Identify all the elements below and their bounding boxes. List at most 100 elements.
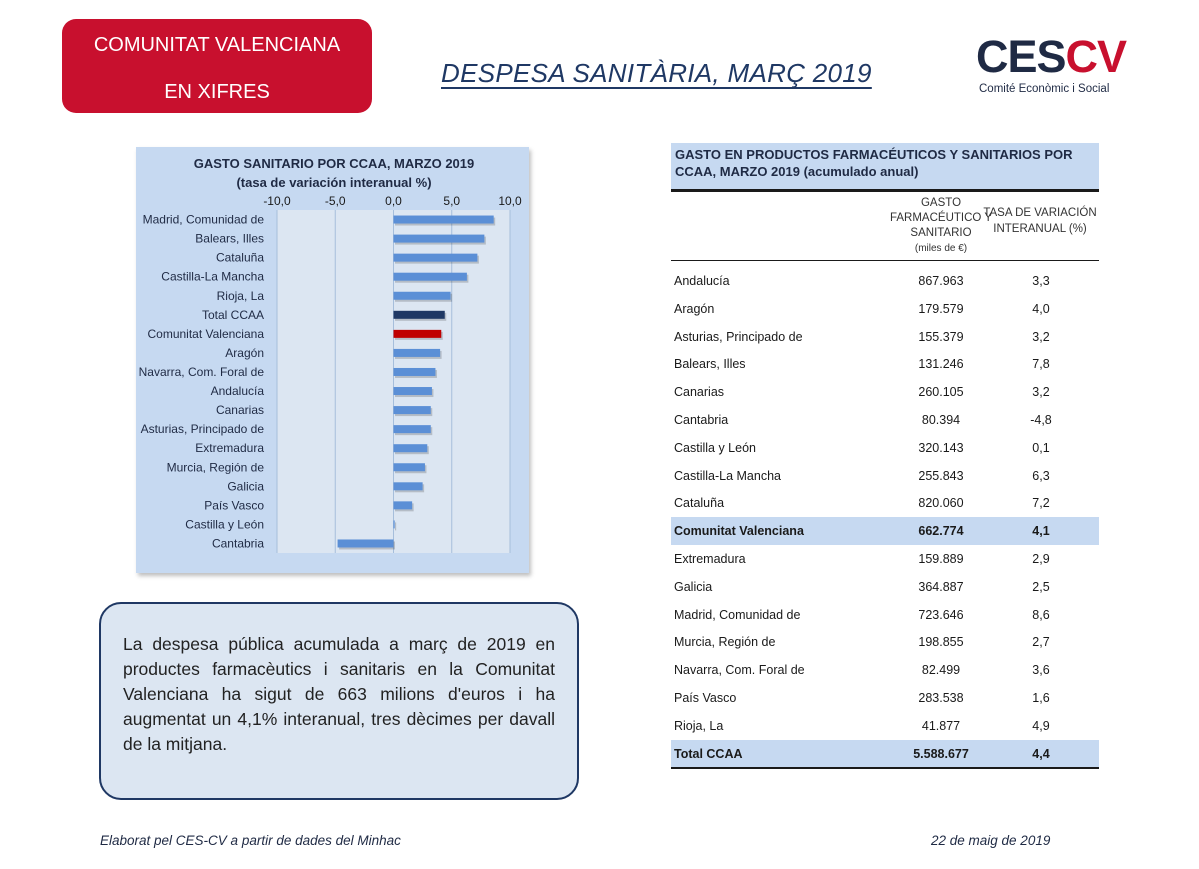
row-tasa: 2,9 bbox=[1032, 551, 1050, 566]
summary-box: La despesa pública acumulada a març de 2… bbox=[99, 602, 579, 800]
row-tasa: 3,3 bbox=[1032, 274, 1050, 288]
row-tasa: 3,2 bbox=[1032, 385, 1050, 400]
row-tasa: 4,0 bbox=[1032, 301, 1050, 316]
bar-4 bbox=[393, 291, 451, 300]
category-label: Canarias bbox=[216, 403, 264, 417]
row-gasto: 82.499 bbox=[921, 663, 961, 678]
bar-chart-panel: GASTO SANITARIO POR CCAA, MARZO 2019 (tas… bbox=[136, 147, 529, 573]
table-row: Navarra, Com. Foral de 82.499 3,6 bbox=[671, 656, 1099, 684]
bar-1 bbox=[393, 234, 485, 243]
row-gasto: 198.855 bbox=[918, 635, 964, 650]
row-tasa: 2,5 bbox=[1032, 579, 1050, 594]
category-label: Castilla y León bbox=[185, 517, 264, 531]
row-region: Murcia, Región de bbox=[674, 635, 776, 650]
header-gasto: GASTO FARMACÉUTICO Y SANITARIO (miles de… bbox=[881, 196, 1001, 256]
row-tasa: 7,8 bbox=[1032, 357, 1050, 372]
table-header: GASTO FARMACÉUTICO Y SANITARIO (miles de… bbox=[671, 192, 1099, 261]
table-row: Canarias 260.105 3,2 bbox=[671, 378, 1099, 406]
cescv-logo: CESCV Comité Econòmic i Social bbox=[976, 34, 1136, 100]
bar-9 bbox=[393, 387, 432, 396]
table-row: Aragón 179.579 4,0 bbox=[671, 295, 1099, 323]
category-label: Asturias, Principado de bbox=[141, 422, 265, 436]
category-label: Balears, Illes bbox=[195, 232, 264, 246]
bar-17 bbox=[337, 539, 394, 548]
bar-shadow bbox=[395, 522, 397, 531]
x-tick-label: -10,0 bbox=[263, 194, 291, 208]
row-tasa: 4,1 bbox=[1032, 524, 1050, 539]
header-gasto-label: GASTO FARMACÉUTICO Y SANITARIO bbox=[889, 197, 993, 239]
table-row: País Vasco 283.538 1,6 bbox=[671, 684, 1099, 712]
badge-line-2: EN XIFRES bbox=[164, 81, 270, 103]
category-label: Galicia bbox=[227, 479, 264, 493]
page-title: DESPESA SANITÀRIA, MARÇ 2019 bbox=[441, 58, 872, 88]
table-row: Castilla y León 320.143 0,1 bbox=[671, 434, 1099, 462]
table-row: Galicia 364.887 2,5 bbox=[671, 573, 1099, 601]
table-row: Cantabria 80.394 -4,8 bbox=[671, 406, 1099, 434]
table-row: Andalucía 867.963 3,3 bbox=[671, 267, 1099, 295]
x-tick-label: -5,0 bbox=[325, 194, 346, 208]
category-label: Extremadura bbox=[195, 441, 264, 455]
summary-text: La despesa pública acumulada a març de 2… bbox=[123, 634, 555, 754]
table-row: Balears, Illes 131.246 7,8 bbox=[671, 350, 1099, 378]
table-row: Total CCAA 5.588.677 4,4 bbox=[671, 739, 1099, 770]
chart-subtitle: (tasa de variación interanual %) bbox=[236, 175, 431, 190]
row-region: Asturias, Principado de bbox=[674, 329, 803, 344]
x-tick-label: 10,0 bbox=[498, 194, 522, 208]
logo-mark: CESCV bbox=[976, 34, 1127, 79]
row-region: Canarias bbox=[674, 385, 725, 400]
logo-subtitle: Comité Econòmic i Social bbox=[979, 83, 1110, 95]
category-label: Aragón bbox=[225, 346, 264, 360]
row-region: Extremadura bbox=[674, 551, 746, 566]
bar-3 bbox=[393, 272, 467, 281]
row-tasa: 6,3 bbox=[1032, 468, 1050, 483]
row-gasto: 260.105 bbox=[918, 385, 964, 400]
row-tasa: -4,8 bbox=[1030, 412, 1052, 427]
bar-16 bbox=[393, 520, 395, 529]
row-region: Galicia bbox=[674, 579, 713, 594]
row-gasto: 155.379 bbox=[918, 329, 964, 344]
row-gasto: 723.646 bbox=[918, 607, 964, 622]
row-gasto: 662.774 bbox=[918, 524, 964, 539]
bar-2 bbox=[393, 253, 478, 262]
category-label: Madrid, Comunidad de bbox=[143, 213, 265, 227]
chart-title: GASTO SANITARIO POR CCAA, MARZO 2019 bbox=[194, 156, 475, 171]
category-label: Rioja, La bbox=[217, 289, 265, 303]
table-row: Comunitat Valenciana 662.774 4,1 bbox=[671, 517, 1099, 545]
row-tasa: 8,6 bbox=[1032, 607, 1050, 622]
table-row: Madrid, Comunidad de 723.646 8,6 bbox=[671, 601, 1099, 629]
region-badge: COMUNITAT VALENCIANA EN XIFRES bbox=[62, 19, 372, 113]
row-region: Balears, Illes bbox=[674, 357, 746, 372]
bar-13 bbox=[393, 463, 425, 472]
table-row: Asturias, Principado de 155.379 3,2 bbox=[671, 323, 1099, 351]
table-row: Cataluña 820.060 7,2 bbox=[671, 489, 1099, 517]
row-tasa: 3,2 bbox=[1032, 329, 1050, 344]
row-gasto: 41.877 bbox=[921, 718, 961, 733]
row-region: Castilla-La Mancha bbox=[674, 468, 781, 483]
date-note: 22 de maig de 2019 bbox=[931, 833, 1051, 848]
badge-line-1: COMUNITAT VALENCIANA bbox=[93, 34, 341, 56]
table-body: Andalucía 867.963 3,3 Aragón 179.579 4,0 Astur… bbox=[671, 267, 1099, 770]
category-label: Cataluña bbox=[216, 251, 264, 265]
table-row: Murcia, Región de 198.855 2,7 bbox=[671, 628, 1099, 656]
bar-7 bbox=[393, 348, 441, 357]
category-label: Navarra, Com. Foral de bbox=[139, 365, 265, 379]
row-gasto: 80.394 bbox=[921, 412, 961, 427]
row-region: Rioja, La bbox=[674, 718, 724, 733]
category-label: Comunitat Valenciana bbox=[147, 327, 264, 341]
category-label: Total CCAA bbox=[202, 308, 264, 322]
header-gasto-unit: (miles de €) bbox=[914, 243, 968, 254]
category-label: País Vasco bbox=[204, 498, 264, 512]
table-title: GASTO EN PRODUCTOS FARMACÉUTICOS Y SANIT… bbox=[671, 143, 1099, 192]
bar-12 bbox=[393, 444, 428, 453]
row-tasa: 7,2 bbox=[1032, 496, 1050, 511]
table-row: Extremadura 159.889 2,9 bbox=[671, 545, 1099, 573]
row-region: Aragón bbox=[674, 301, 715, 316]
x-tick-label: 5,0 bbox=[443, 194, 460, 208]
table-row: Castilla-La Mancha 255.843 6,3 bbox=[671, 462, 1099, 490]
row-gasto: 867.963 bbox=[918, 274, 964, 288]
bar-5 bbox=[393, 310, 445, 319]
source-note: Elaborat pel CES-CV a partir de dades de… bbox=[100, 833, 401, 848]
bar-8 bbox=[393, 367, 436, 376]
row-tasa: 4,4 bbox=[1032, 746, 1050, 761]
row-gasto: 159.889 bbox=[918, 551, 964, 566]
